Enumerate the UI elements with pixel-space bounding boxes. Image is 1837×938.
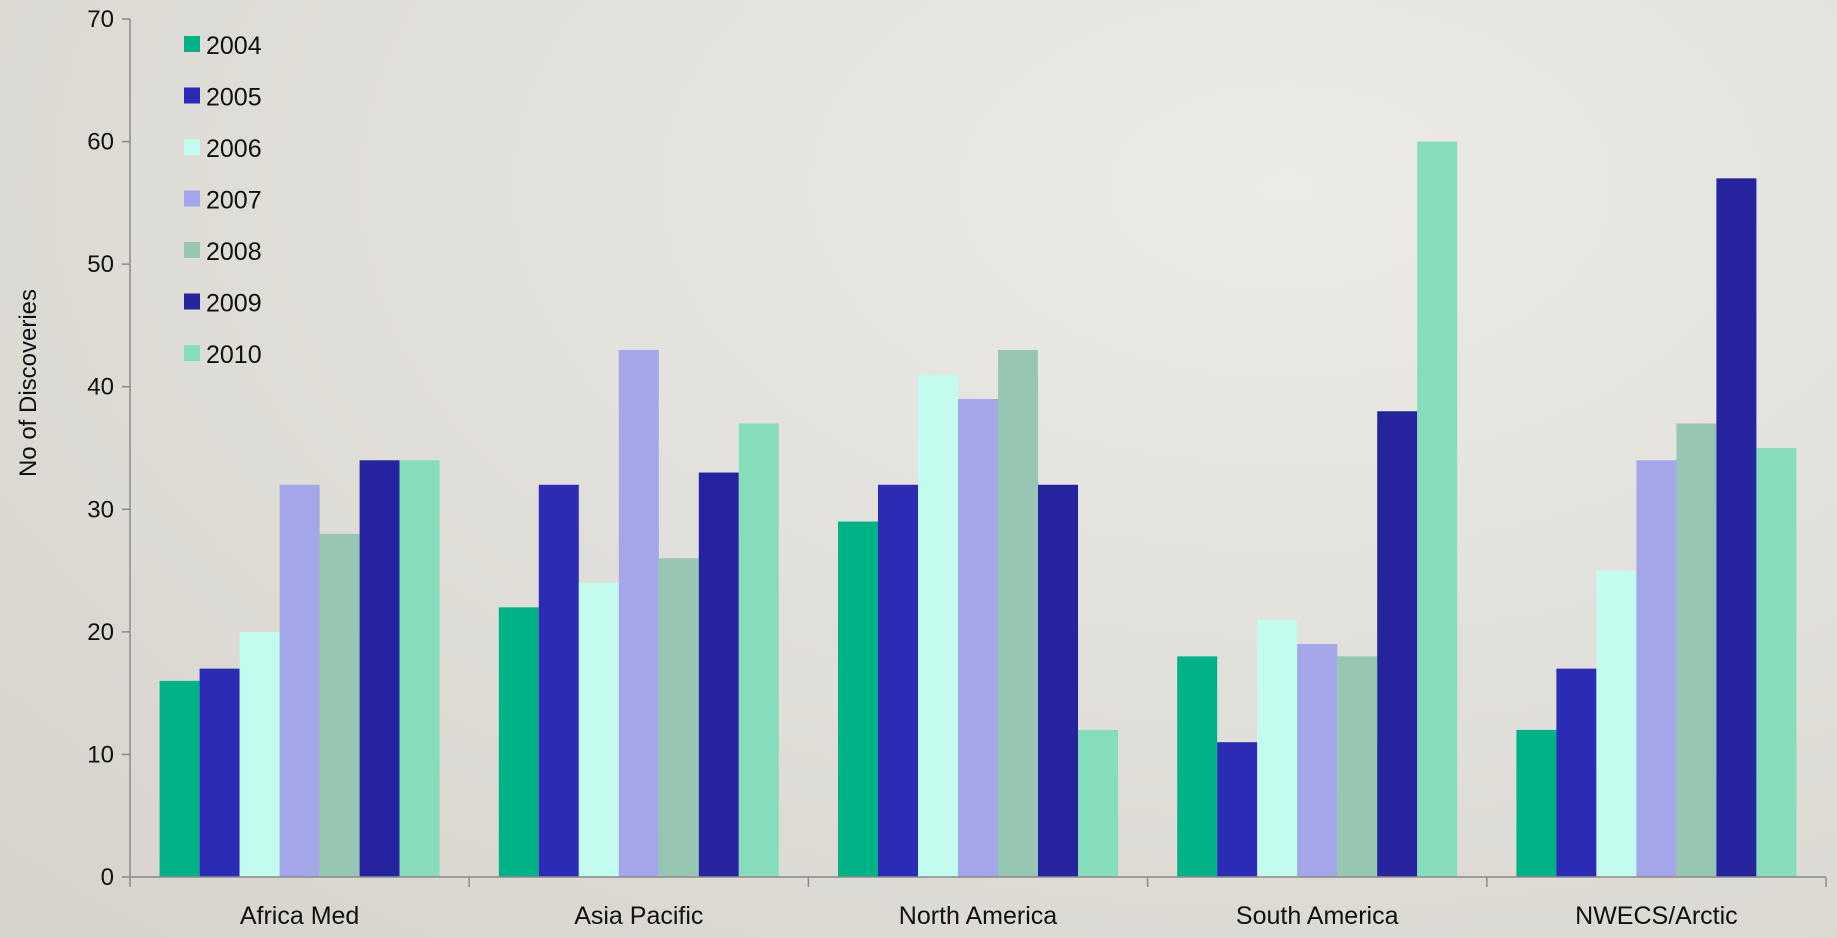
bar-2005-2 — [878, 484, 918, 877]
bar-2005-4 — [1556, 668, 1597, 877]
legend: 2004 2005 2006 2007 2008 2009 2010 — [184, 32, 262, 369]
bar-2010-4 — [1756, 448, 1797, 877]
legend-label-2004: 2004 — [206, 32, 262, 60]
x-category-label: Asia Pacific — [574, 902, 703, 930]
bar-2009-3 — [1377, 411, 1418, 877]
bar-2008-4 — [1676, 423, 1717, 877]
x-category-label: NWECS/Arctic — [1575, 902, 1738, 930]
bar-2004-3 — [1177, 656, 1218, 877]
bar-2007-4 — [1636, 460, 1677, 877]
bar-2004-1 — [498, 607, 539, 877]
y-tick-label: 40 — [87, 374, 114, 401]
bar-2006-3 — [1257, 619, 1298, 877]
legend-label-2007: 2007 — [206, 187, 262, 215]
bar-2005-3 — [1217, 742, 1258, 877]
legend-label-2008: 2008 — [206, 238, 262, 266]
legend-swatch-2010 — [184, 345, 200, 361]
bar-2009-0 — [359, 460, 400, 877]
bar-2009-1 — [698, 472, 739, 877]
bar-2004-0 — [159, 680, 200, 877]
bar-2009-2 — [1038, 484, 1078, 877]
y-tick-label: 30 — [87, 496, 114, 523]
bar-2005-1 — [538, 484, 579, 877]
bar-2004-2 — [838, 521, 878, 877]
bar-2010-1 — [738, 423, 779, 877]
legend-swatch-2008 — [184, 242, 200, 258]
y-tick-label: 50 — [87, 251, 114, 278]
bar-2006-1 — [578, 582, 619, 877]
y-tick-label: 70 — [87, 6, 114, 33]
legend-swatch-2007 — [184, 190, 200, 207]
axes-group — [129, 19, 1826, 878]
y-axis-title: No of Discoveries — [15, 289, 42, 477]
bar-2010-2 — [1078, 729, 1118, 877]
bar-2007-2 — [958, 398, 998, 877]
bar-2008-1 — [658, 558, 699, 877]
legend-swatch-2004 — [184, 36, 200, 52]
bar-2007-0 — [279, 484, 320, 877]
legend-label-2005: 2005 — [206, 84, 262, 112]
bar-2009-4 — [1716, 178, 1757, 878]
x-category-label: South America — [1236, 902, 1399, 930]
bar-2006-0 — [239, 631, 280, 877]
bar-2008-0 — [319, 533, 360, 877]
bar-2006-4 — [1596, 570, 1637, 877]
bar-2008-2 — [998, 349, 1038, 877]
legend-label-2006: 2006 — [206, 135, 262, 163]
legend-label-2010: 2010 — [206, 341, 262, 369]
y-ticks-group: 0 10 20 30 40 50 60 70 — [87, 6, 130, 891]
y-tick-label: 20 — [87, 619, 114, 646]
bar-2007-1 — [618, 349, 659, 877]
bar-2007-3 — [1297, 644, 1338, 877]
y-tick-label: 0 — [101, 864, 114, 891]
y-tick-label: 60 — [87, 129, 114, 156]
bar-2008-3 — [1337, 656, 1378, 877]
legend-swatch-2005 — [184, 87, 200, 104]
x-category-label: North America — [899, 902, 1057, 930]
bar-2010-0 — [399, 460, 440, 877]
bars-group — [159, 141, 1797, 878]
legend-label-2009: 2009 — [206, 290, 262, 318]
x-categories-group: Africa Med Asia Pacific North America South… — [129, 877, 1827, 930]
legend-swatch-2009 — [184, 293, 200, 310]
x-category-label: Africa Med — [240, 902, 359, 930]
y-tick-label: 10 — [87, 741, 114, 768]
bar-2004-4 — [1516, 729, 1557, 877]
bar-2010-3 — [1417, 141, 1458, 878]
legend-swatch-2006 — [184, 139, 200, 155]
bar-2006-2 — [918, 374, 958, 877]
bar-2005-0 — [199, 668, 240, 877]
